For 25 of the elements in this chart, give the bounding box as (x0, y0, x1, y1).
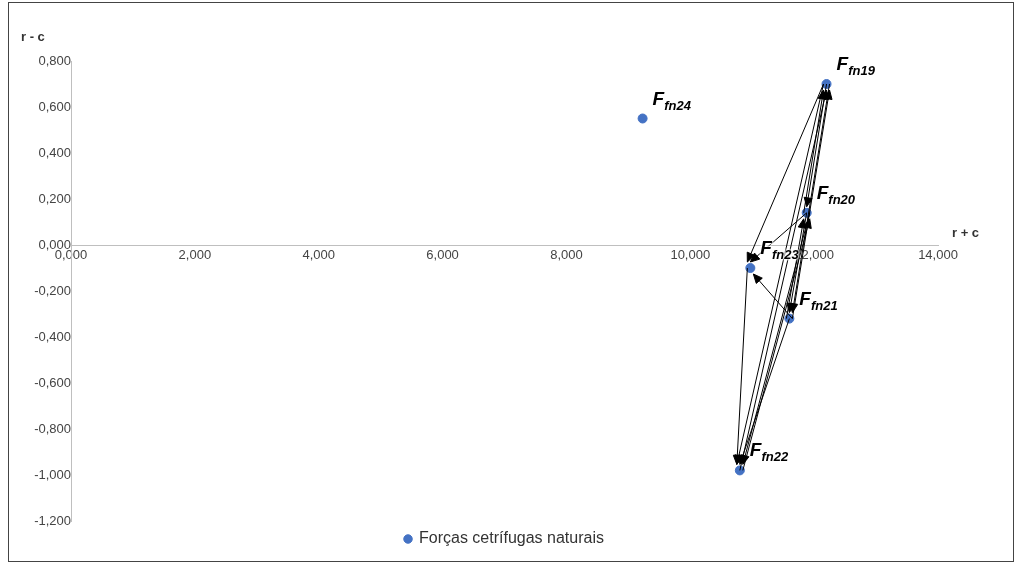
y-tick-label: -0,200 (34, 282, 71, 298)
y-tick-label: -1,000 (34, 466, 71, 482)
y-tick-label: -1,200 (34, 512, 71, 528)
y-tick-label: -0,400 (34, 328, 71, 344)
annotation: F$_{fn21}$ (799, 287, 838, 313)
legend-label: Forças cetrífugas naturais (419, 529, 604, 547)
x-tick-label: 8,000 (550, 247, 583, 263)
annotation: F$_{fn19}$ (836, 53, 875, 78)
y-tick-label: -0,600 (34, 374, 71, 390)
y-tick-label: 0,000 (38, 236, 71, 252)
x-axis-title: r + c (952, 225, 980, 240)
y-tick-label: 0,200 (38, 190, 71, 206)
y-tick-label: 0,600 (38, 98, 71, 114)
annotation: F$_{fn24}$ (652, 87, 691, 113)
x-tick-label: 4,000 (302, 247, 335, 263)
annotation: F$_{fn20}$ (816, 181, 856, 207)
x-tick-label: 2,000 (178, 247, 212, 263)
y-tick-label: 0,400 (38, 144, 71, 160)
y-tick-label: 0,800 (38, 52, 71, 68)
y-axis-title: r - c (21, 29, 45, 44)
x-tick-label: 10,000 (670, 247, 711, 263)
x-tick-label: 6,000 (426, 247, 459, 263)
annotation: F$_{fn22}$ (749, 439, 789, 465)
y-tick-label: -0,800 (34, 420, 71, 436)
x-tick-label: 14,000 (918, 247, 958, 263)
